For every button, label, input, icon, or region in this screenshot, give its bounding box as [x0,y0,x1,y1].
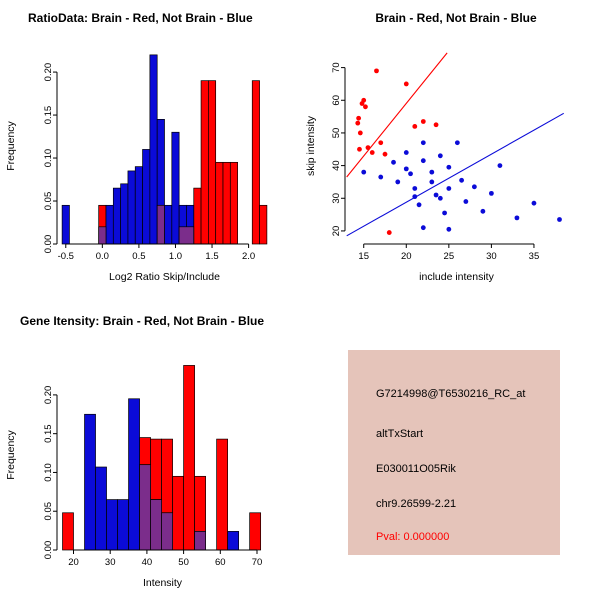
svg-text:-0.5: -0.5 [58,251,74,262]
chromosome-location-text: chr9.26599-2.21 [376,498,457,510]
svg-text:0.15: 0.15 [43,106,54,125]
svg-text:Intensity: Intensity [143,577,183,589]
svg-text:0.05: 0.05 [43,192,54,211]
ratio-histogram-panel: -0.5 0.0 0.5 1.0 1.5 2.0 0.00 0.05 0.10 0.15 0.20 L… [0,0,300,300]
svg-text:50: 50 [178,557,189,568]
svg-text:35: 35 [529,251,540,262]
svg-text:0.5: 0.5 [132,251,145,262]
svg-text:1.5: 1.5 [205,251,218,262]
gene-intensity-histogram-chart: 20 30 40 50 60 70 0.00 0.05 0.10 0.15 0.20 Intensit… [5,314,264,589]
svg-text:30: 30 [486,251,497,262]
svg-text:Frequency: Frequency [5,429,17,479]
svg-text:60: 60 [331,95,342,106]
svg-text:0.00: 0.00 [43,235,54,254]
svg-text:RatioData: Brain - Red, Not Br: RatioData: Brain - Red, Not Brain - Blue [28,11,253,25]
intensity-scatter-panel: 15 20 25 30 35 20 30 40 50 60 70 include intensity s… [300,0,600,300]
ratio-histogram-chart: -0.5 0.0 0.5 1.0 1.5 2.0 0.00 0.05 0.10 0.15 0.20 L… [5,11,268,283]
svg-text:Frequency: Frequency [5,120,17,170]
svg-text:Log2 Ratio Skip/Include: Log2 Ratio Skip/Include [109,271,220,283]
svg-text:40: 40 [331,160,342,171]
svg-text:25: 25 [444,251,455,262]
svg-text:30: 30 [105,557,116,568]
svg-text:1.0: 1.0 [169,251,182,262]
svg-text:0.10: 0.10 [43,463,54,482]
svg-text:0.20: 0.20 [43,386,54,405]
svg-text:70: 70 [252,557,263,568]
event-type-text: altTxStart [376,428,424,440]
intensity-scatter-chart: 15 20 25 30 35 20 30 40 50 60 70 include intensity s… [305,11,565,283]
svg-text:Brain - Red, Not Brain - Blue: Brain - Red, Not Brain - Blue [375,11,537,25]
gene-intensity-histogram-panel: 20 30 40 50 60 70 0.00 0.05 0.10 0.15 0.20 Intensit… [0,300,300,600]
svg-text:0.05: 0.05 [43,502,54,521]
gene-symbol-text: E030011O05Rik [376,463,456,475]
svg-text:0.15: 0.15 [43,424,54,443]
svg-text:50: 50 [331,128,342,139]
svg-text:15: 15 [358,251,369,262]
svg-text:70: 70 [331,62,342,73]
svg-text:Gene Itensity: Brain - Red, No: Gene Itensity: Brain - Red, Not Brain - … [20,314,264,328]
svg-text:20: 20 [68,557,79,568]
svg-text:0.10: 0.10 [43,149,54,168]
svg-text:include intensity: include intensity [419,271,494,283]
svg-text:30: 30 [331,193,342,204]
svg-text:60: 60 [215,557,226,568]
gene-info-panel: G7214998@T6530216_RC_at altTxStart E0300… [300,300,600,600]
svg-text:0.20: 0.20 [43,63,54,82]
svg-text:20: 20 [331,226,342,237]
svg-text:40: 40 [142,557,153,568]
svg-text:20: 20 [401,251,412,262]
probe-id-text: G7214998@T6530216_RC_at [376,388,526,400]
pvalue-text: Pval: 0.000000 [376,531,450,543]
svg-text:2.0: 2.0 [242,251,255,262]
svg-text:0.0: 0.0 [96,251,109,262]
svg-text:0.00: 0.00 [43,541,54,560]
svg-text:skip intensity: skip intensity [305,115,317,176]
gene-info-box: G7214998@T6530216_RC_at altTxStart E0300… [348,350,560,555]
